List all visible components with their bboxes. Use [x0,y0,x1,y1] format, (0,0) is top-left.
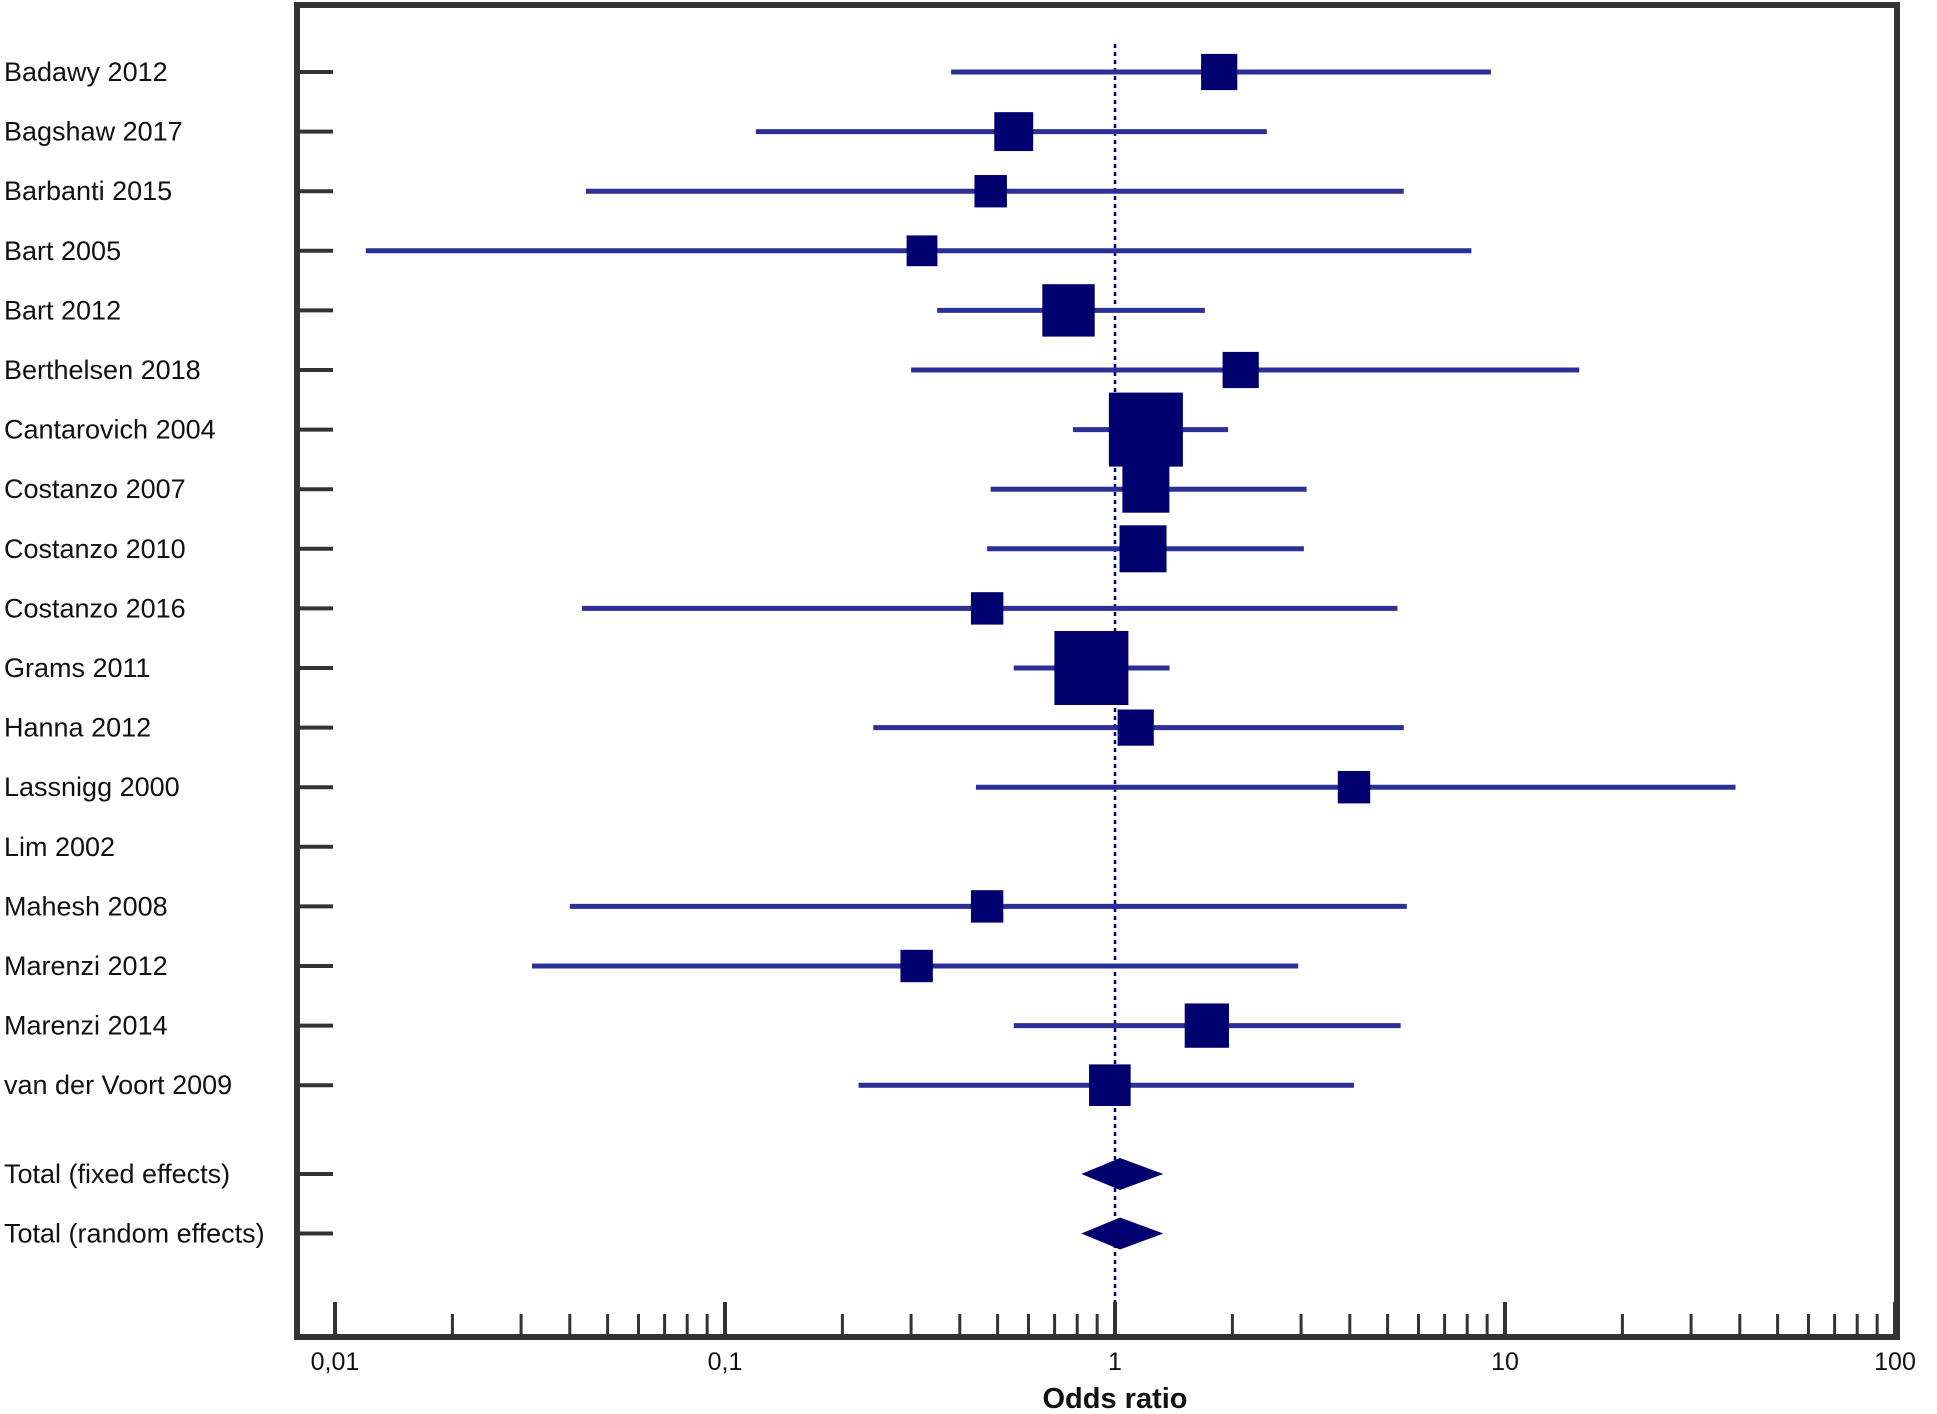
study-label: Lim 2002 [4,832,115,862]
plot-frame [294,2,1900,1340]
effect-marker [1201,53,1238,91]
y-tick-layer [297,70,333,1236]
study-rows-layer: Badawy 2012 Bagshaw 2017 Barbanti 2015 Bart… [4,53,1736,1250]
effect-marker [906,235,938,267]
x-axis-layer: 0,01 0,1 1 10 100 [311,1302,1916,1376]
study-label: Berthelsen 2018 [4,355,201,385]
x-tick-label: 0,01 [311,1348,360,1376]
effect-marker [1119,525,1167,573]
study-label: Marenzi 2014 [4,1011,168,1041]
study-label: Bart 2005 [4,236,121,266]
effect-marker [1054,631,1129,705]
x-tick-label: 1 [1108,1348,1122,1376]
study-label: Mahesh 2008 [4,891,168,921]
x-tick-label: 0,1 [708,1348,743,1376]
study-label: van der Voort 2009 [4,1070,232,1100]
effect-marker [1117,709,1154,746]
x-tick-label: 10 [1491,1348,1519,1376]
study-label: Barbanti 2015 [4,176,172,206]
effect-marker [1222,351,1259,389]
study-label: Costanzo 2007 [4,474,186,504]
effect-marker [1042,284,1095,337]
study-label: Total (random effects) [4,1219,265,1249]
effect-marker [1089,1064,1131,1106]
x-axis-title: Odds ratio [1042,1383,1187,1414]
study-label: Badawy 2012 [4,57,168,87]
x-tick-label: 100 [1874,1348,1916,1376]
study-label: Bagshaw 2017 [4,117,183,147]
effect-marker [1184,1003,1230,1048]
pooled-diamond [1081,1217,1164,1250]
study-label: Cantarovich 2004 [4,415,216,445]
effect-marker [974,174,1007,208]
pooled-diamond [1081,1158,1164,1190]
study-label: Marenzi 2012 [4,951,168,981]
study-label: Grams 2011 [4,653,151,683]
effect-marker [1337,770,1371,804]
study-label: Hanna 2012 [4,713,151,743]
study-label: Lassnigg 2000 [4,772,180,802]
study-label: Total (fixed effects) [4,1159,230,1189]
effect-marker [994,112,1034,152]
study-label: Bart 2012 [4,295,121,325]
effect-marker [970,592,1004,625]
study-label: Costanzo 2010 [4,534,186,564]
effect-marker [1122,465,1170,513]
study-label: Costanzo 2016 [4,593,186,623]
effect-marker [900,949,933,983]
effect-marker [970,890,1004,923]
effect-marker [1108,392,1183,467]
